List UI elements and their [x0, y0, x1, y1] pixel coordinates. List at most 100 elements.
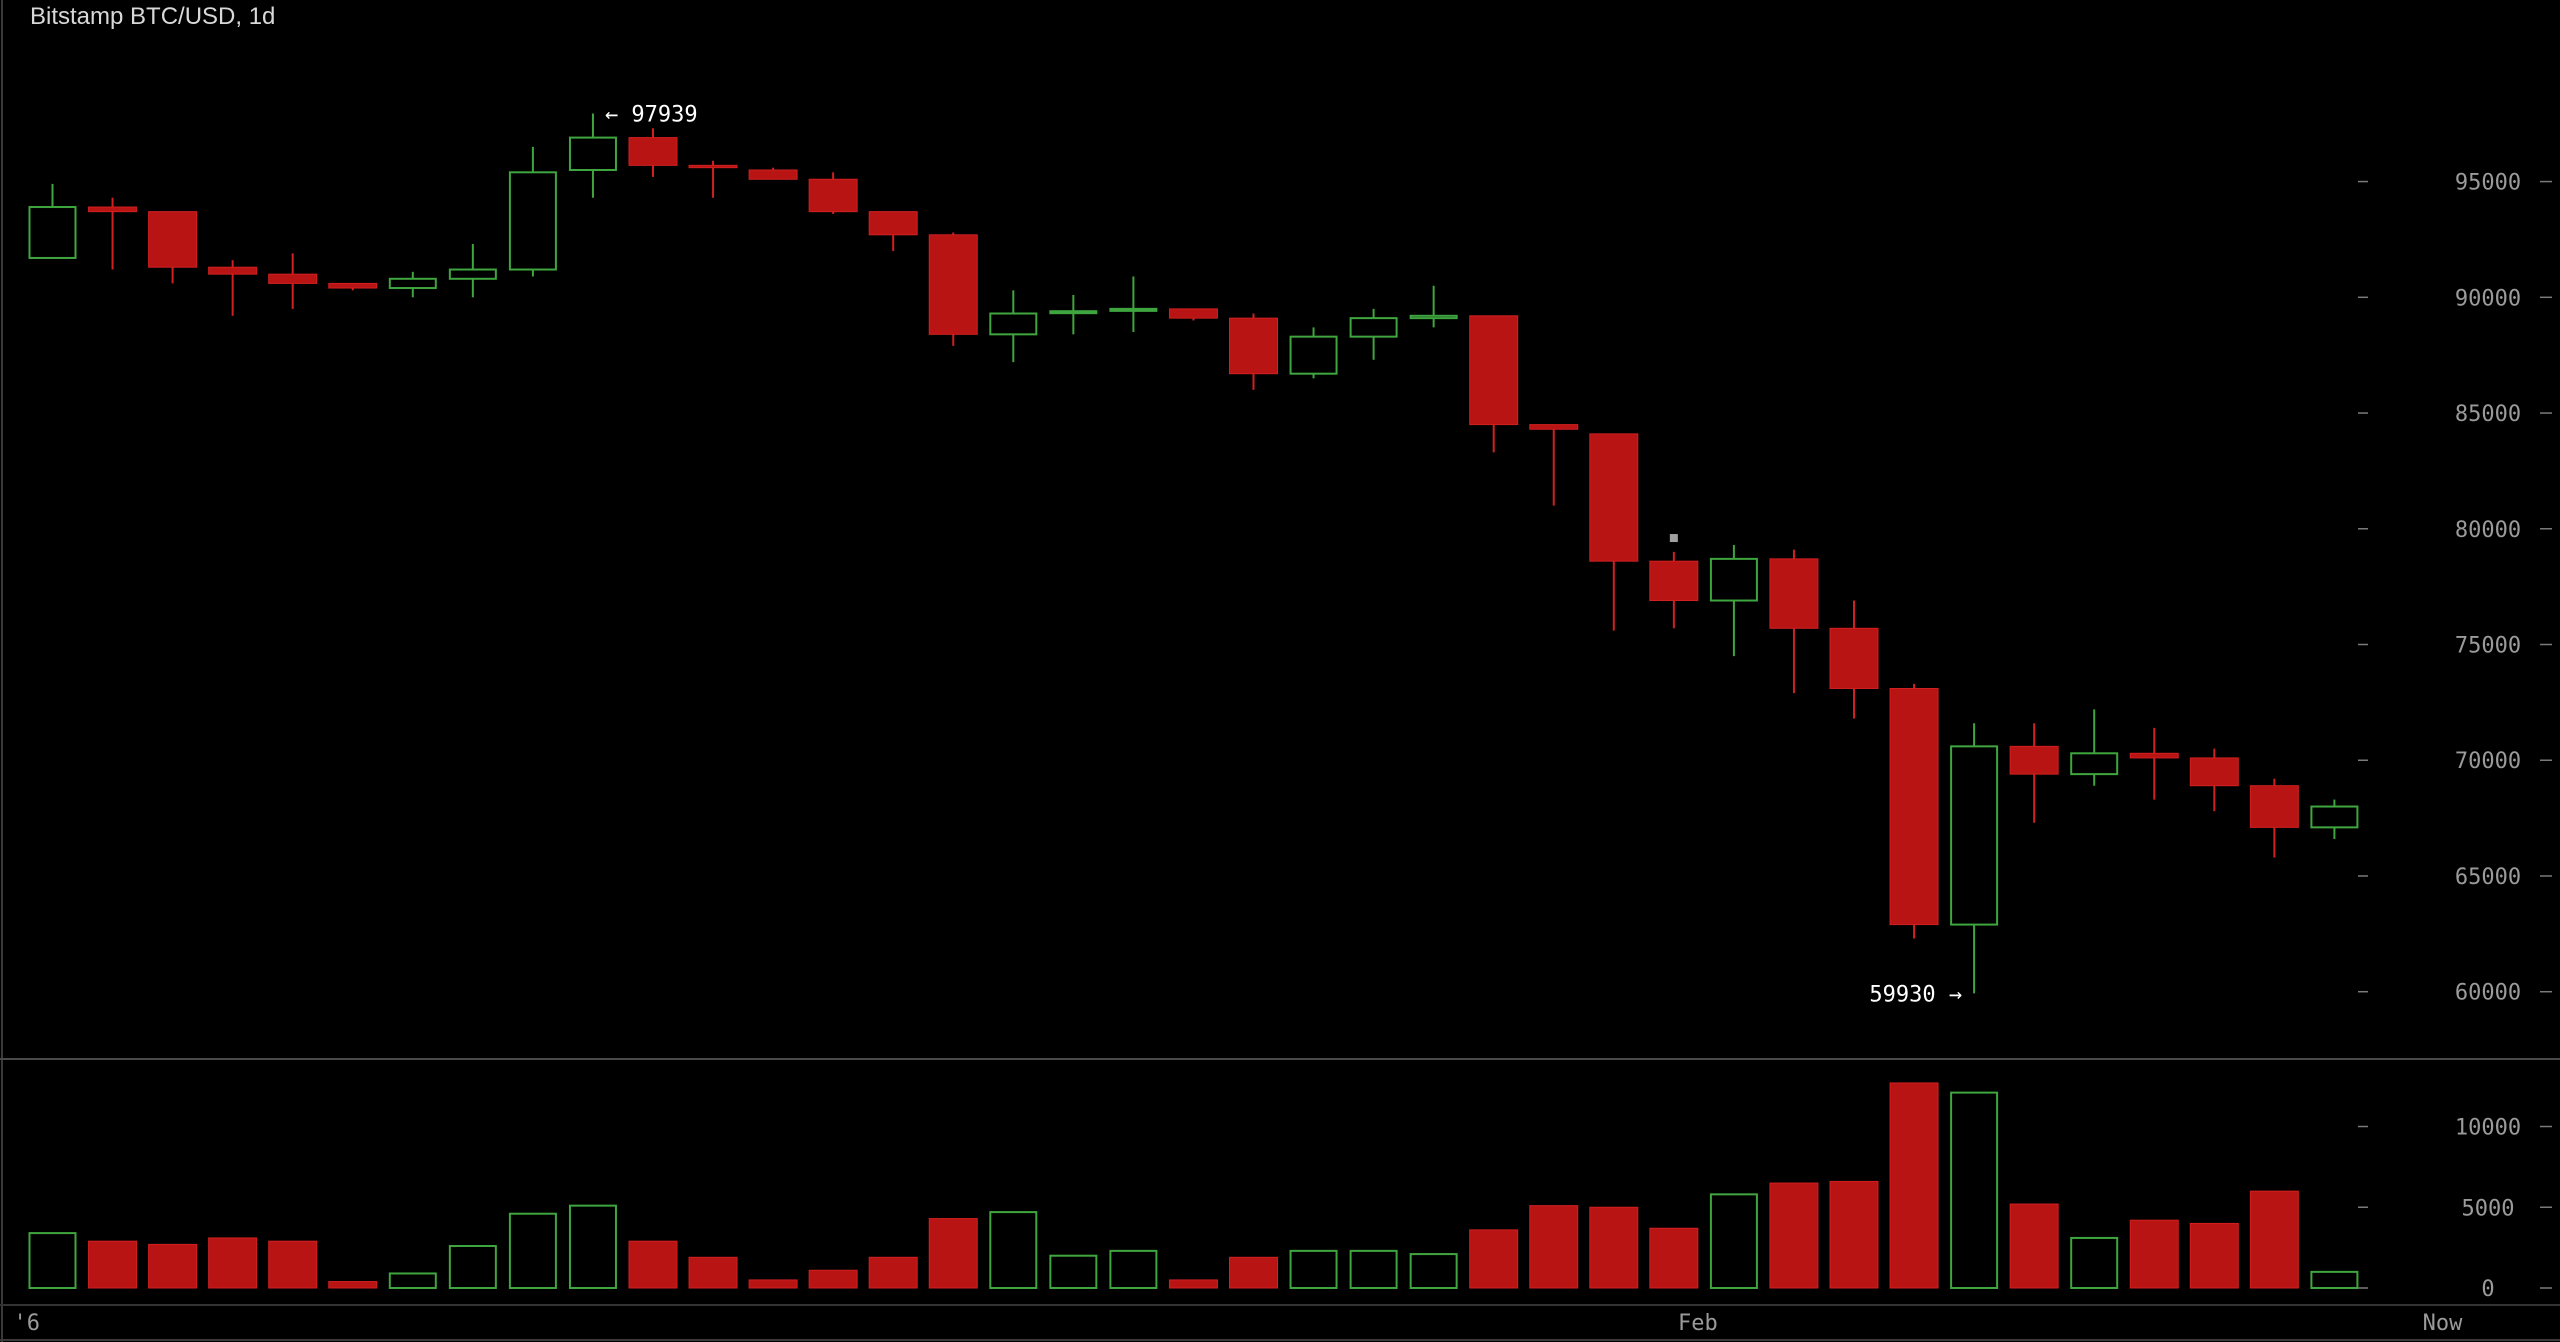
price-tick-label: 75000 — [2455, 634, 2521, 659]
candle-body-down — [808, 178, 858, 213]
volume-bar-down — [1769, 1182, 1819, 1289]
volume-bar-down — [208, 1237, 258, 1289]
candle-body-down — [1769, 558, 1819, 629]
price-tick-label: 95000 — [2455, 171, 2521, 196]
candle-body-down — [148, 211, 198, 268]
candle-body-up — [28, 206, 77, 259]
volume-bar-down — [1469, 1229, 1519, 1289]
candle-body-down — [748, 169, 798, 180]
volume-bar-up — [28, 1232, 77, 1290]
volume-bar-down — [2249, 1190, 2299, 1289]
volume-bar-down — [148, 1243, 198, 1289]
time-axis-label: Now — [2423, 1311, 2463, 1336]
candle-body-up — [1409, 314, 1458, 320]
volume-bar-down — [748, 1279, 798, 1289]
time-axis-label: '6 — [13, 1311, 40, 1336]
volume-bar-up — [1950, 1091, 1999, 1290]
volume-bar-down — [1229, 1256, 1278, 1289]
volume-axis: 10000 5000 0 — [2358, 1116, 2552, 1302]
price-tick-label: 70000 — [2455, 749, 2521, 774]
candle-body-up — [388, 277, 437, 290]
candle-body-up — [1289, 335, 1338, 375]
price-axis: 95000 90000 85000 80000 75000 70000 65000 60000 — [2358, 171, 2552, 1006]
candle-body-down — [688, 164, 738, 169]
candle-body-up — [2310, 805, 2359, 829]
candle-body-down — [208, 266, 258, 275]
candle-body-down — [1649, 560, 1699, 602]
price-tick-label: 60000 — [2455, 981, 2521, 1006]
volume-bar-down — [1649, 1227, 1699, 1289]
candle-body-down — [88, 206, 138, 213]
candle-body-down — [1529, 424, 1579, 430]
volume-bar-down — [628, 1240, 678, 1289]
candles — [28, 113, 2359, 994]
candle-body-down — [1829, 627, 1879, 689]
volume-tick-label: 0 — [2481, 1277, 2494, 1302]
volume-bar-down — [328, 1281, 378, 1289]
volume-bar-up — [989, 1211, 1038, 1290]
volume-bar-down — [1168, 1279, 1218, 1289]
price-tick-label: 65000 — [2455, 865, 2521, 890]
candle-body-up — [1950, 745, 1999, 926]
volume-bar-down — [808, 1269, 858, 1289]
volume-bar-down — [268, 1240, 318, 1289]
candle-body-up — [1349, 317, 1398, 338]
time-axis-label: Feb — [1678, 1311, 1718, 1336]
annotations: ← 97939 59930 → — [605, 103, 1962, 1008]
candle-body-down — [1168, 308, 1218, 319]
chart-title: Bitstamp BTC/USD, 1d — [30, 3, 275, 30]
volume-bar-down — [928, 1218, 978, 1289]
candle-body-up — [508, 171, 557, 271]
candle-body-down — [2189, 757, 2239, 787]
volume-tick-label: 5000 — [2462, 1196, 2515, 1221]
candle-body-up — [1049, 310, 1098, 315]
candle-body-down — [868, 211, 918, 236]
candle-body-down — [928, 234, 978, 335]
volume-bar-up — [1109, 1249, 1158, 1289]
candle-body-up — [1109, 307, 1158, 312]
volume-bar-up — [508, 1212, 557, 1289]
volume-bar-down — [1589, 1206, 1639, 1289]
price-tick-label: 90000 — [2455, 286, 2521, 311]
candle-body-down — [328, 282, 378, 289]
volume-bar-up — [1409, 1253, 1458, 1289]
candle-body-up — [448, 268, 497, 280]
time-axis-labels: '6 Feb Now — [13, 1311, 2463, 1336]
volume-bar-down — [2009, 1203, 2059, 1289]
volume-tick-label: 10000 — [2455, 1116, 2521, 1141]
price-tick-label: 80000 — [2455, 518, 2521, 543]
candle-body-up — [2070, 752, 2119, 776]
extreme-annotation: ← 97939 — [605, 103, 698, 128]
candle-body-down — [1469, 315, 1519, 426]
price-tick-label: 85000 — [2455, 402, 2521, 427]
volume-bar-down — [2129, 1219, 2179, 1289]
volume-bar-up — [1289, 1249, 1338, 1289]
candle-body-up — [989, 312, 1038, 336]
volume-bar-down — [1829, 1180, 1879, 1289]
volume-bar-down — [2189, 1222, 2239, 1289]
volume-bar-up — [388, 1272, 437, 1290]
candle-body-down — [1889, 687, 1939, 926]
volume-bar-up — [2310, 1270, 2359, 1289]
volume-bar-up — [1049, 1254, 1098, 1290]
candle-body-up — [1709, 557, 1758, 602]
volume-bar-down — [1529, 1205, 1579, 1289]
candle-body-down — [628, 137, 678, 166]
volume-bar-up — [2070, 1236, 2119, 1290]
volume-bar-up — [568, 1204, 617, 1289]
volume-bar-down — [1889, 1082, 1939, 1289]
candle-body-up — [568, 136, 617, 171]
candle-body-down — [1589, 433, 1639, 562]
candle-body-down — [2249, 785, 2299, 828]
volume-bar-down — [688, 1256, 738, 1289]
volume-bar-up — [1349, 1249, 1398, 1289]
candle-body-down — [2129, 752, 2179, 759]
extreme-annotation: 59930 → — [1869, 982, 1962, 1007]
candle-body-down — [1229, 317, 1278, 375]
volume-bars — [28, 1082, 2359, 1290]
candle-body-down — [2009, 745, 2059, 775]
price-marker — [1669, 534, 1678, 543]
volume-bar-down — [88, 1240, 138, 1289]
